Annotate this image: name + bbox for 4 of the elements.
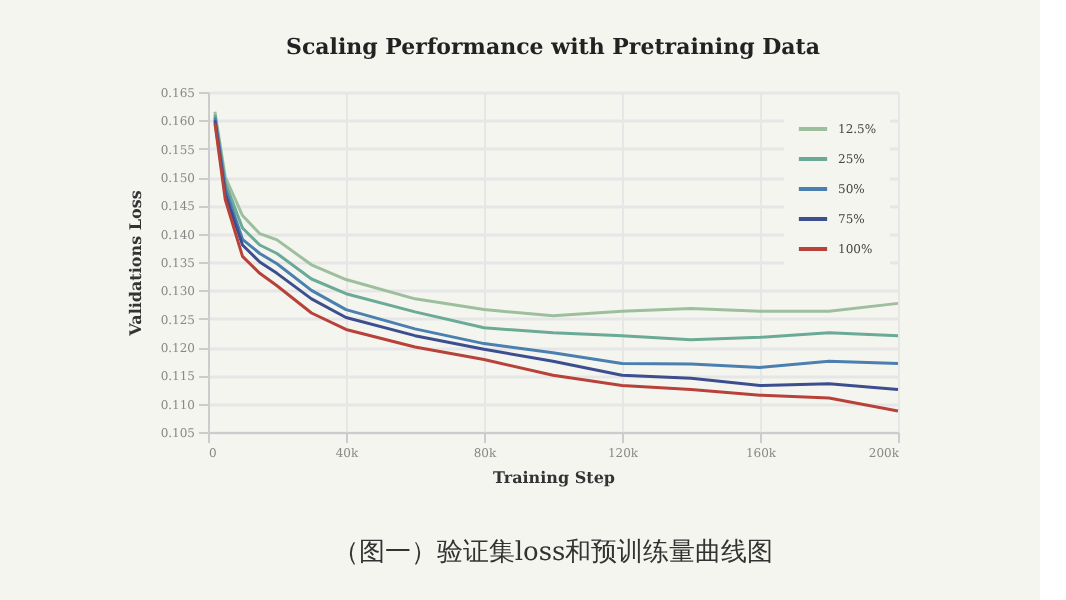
- text: （图一）验证集loss和预训练量曲线图: [332, 538, 774, 568]
- y-axis-title: Validations Loss: [124, 189, 145, 338]
- chart-title: Scaling Performance with Pretraining Data: [286, 34, 820, 60]
- x-axis-title: Training Step: [492, 467, 616, 487]
